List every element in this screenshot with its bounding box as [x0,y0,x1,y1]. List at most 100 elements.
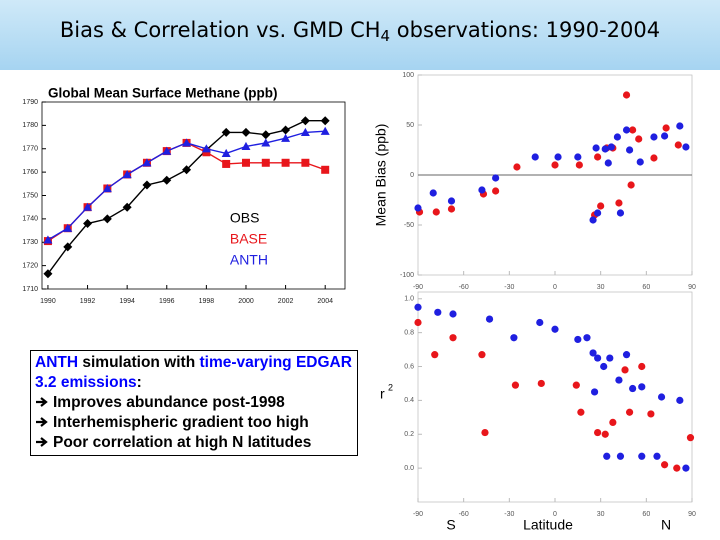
marker [647,410,655,418]
marker [601,430,609,438]
note-bullet: Poor correlation at high N latitudes [35,433,353,453]
x-tick-label: 30 [597,511,605,518]
x-tick-label: 1996 [159,298,175,305]
marker [629,384,637,393]
marker [43,235,53,244]
marker [615,376,623,384]
marker [531,153,539,161]
marker [607,143,615,151]
marker [83,202,93,211]
marker [554,153,562,161]
marker [300,127,310,136]
y-tick-label: 1.0 [404,296,414,303]
y-tick-label: 1720 [22,262,38,269]
x-tick-label: 60 [642,284,650,291]
marker [574,153,582,161]
marker [320,126,330,135]
marker [616,209,625,217]
marker [653,452,661,460]
marker [604,159,612,167]
note-run: : [136,374,142,391]
y-tick-label: 1750 [22,192,38,199]
x-tick-label: -30 [504,511,514,518]
marker [621,366,629,374]
x-tick-label: 2004 [317,298,333,305]
x-tick-label: 60 [642,511,650,518]
marker [592,144,600,152]
marker [676,122,684,130]
marker [513,163,521,171]
marker [682,143,690,151]
marker [638,452,646,460]
marker [414,204,422,212]
marker [589,216,597,224]
marker [241,141,251,151]
marker [43,269,53,279]
legend-entry: ANTH [230,252,268,268]
note-run: ANTH [35,354,79,371]
marker [162,175,172,185]
marker [511,381,520,389]
y-axis-label-sup: 2 [388,382,393,392]
marker [635,135,643,143]
annotation: S [446,517,455,533]
bullet-text: Interhemispheric gradient too high [53,414,309,431]
marker [601,145,609,153]
y-tick-label: 0.2 [404,431,414,438]
marker [537,379,545,388]
marker [281,133,291,142]
marker [432,208,440,216]
y-tick-label: 0 [410,172,414,179]
note-run: simulation with [78,354,200,371]
marker [447,205,456,213]
marker [673,464,681,472]
marker [686,434,695,442]
x-tick-label: 2002 [278,298,294,305]
x-tick-label: -90 [413,511,423,518]
x-tick-label: -90 [413,284,423,291]
marker [478,351,486,359]
marker [577,408,585,416]
y-tick-label: 0.0 [404,465,414,472]
marker [162,146,172,155]
marker [414,318,422,327]
x-tick-label: 1992 [80,298,96,305]
x-tick-label: -60 [459,511,469,518]
y-tick-label: 1740 [22,216,38,223]
legend-entry: BASE [230,231,267,247]
marker [102,183,112,193]
x-tick-label: 1990 [40,298,56,305]
marker [321,165,330,174]
marker [638,362,646,371]
note-box: ANTH simulation with time-varying EDGAR … [30,350,358,456]
chart-title: Global Mean Surface Methane (ppb) [48,86,278,101]
marker [650,133,658,141]
x-tick-label: 0 [553,284,557,291]
y-axis-label: r [380,386,385,402]
y-tick-label: 1760 [22,169,38,176]
marker [572,381,580,389]
title-text: Bias & Correlation vs. GMD CH [59,18,381,42]
plot-frame [41,101,346,290]
marker [241,127,251,137]
marker [414,303,422,311]
marker [625,408,634,416]
x-tick-label: 1994 [119,298,135,305]
marker [434,308,442,316]
marker [551,161,559,169]
y-tick-label: 0.4 [404,397,414,404]
marker [662,124,670,132]
marker [629,126,637,134]
marker [63,242,73,252]
marker [320,116,330,126]
marker [606,354,614,362]
title-text: observations: 1990-2004 [390,18,661,42]
marker [609,418,617,427]
marker [594,428,602,437]
marker [589,349,597,357]
marker [661,132,669,140]
marker [492,187,500,195]
annotation: N [661,517,671,533]
marker [536,318,544,327]
